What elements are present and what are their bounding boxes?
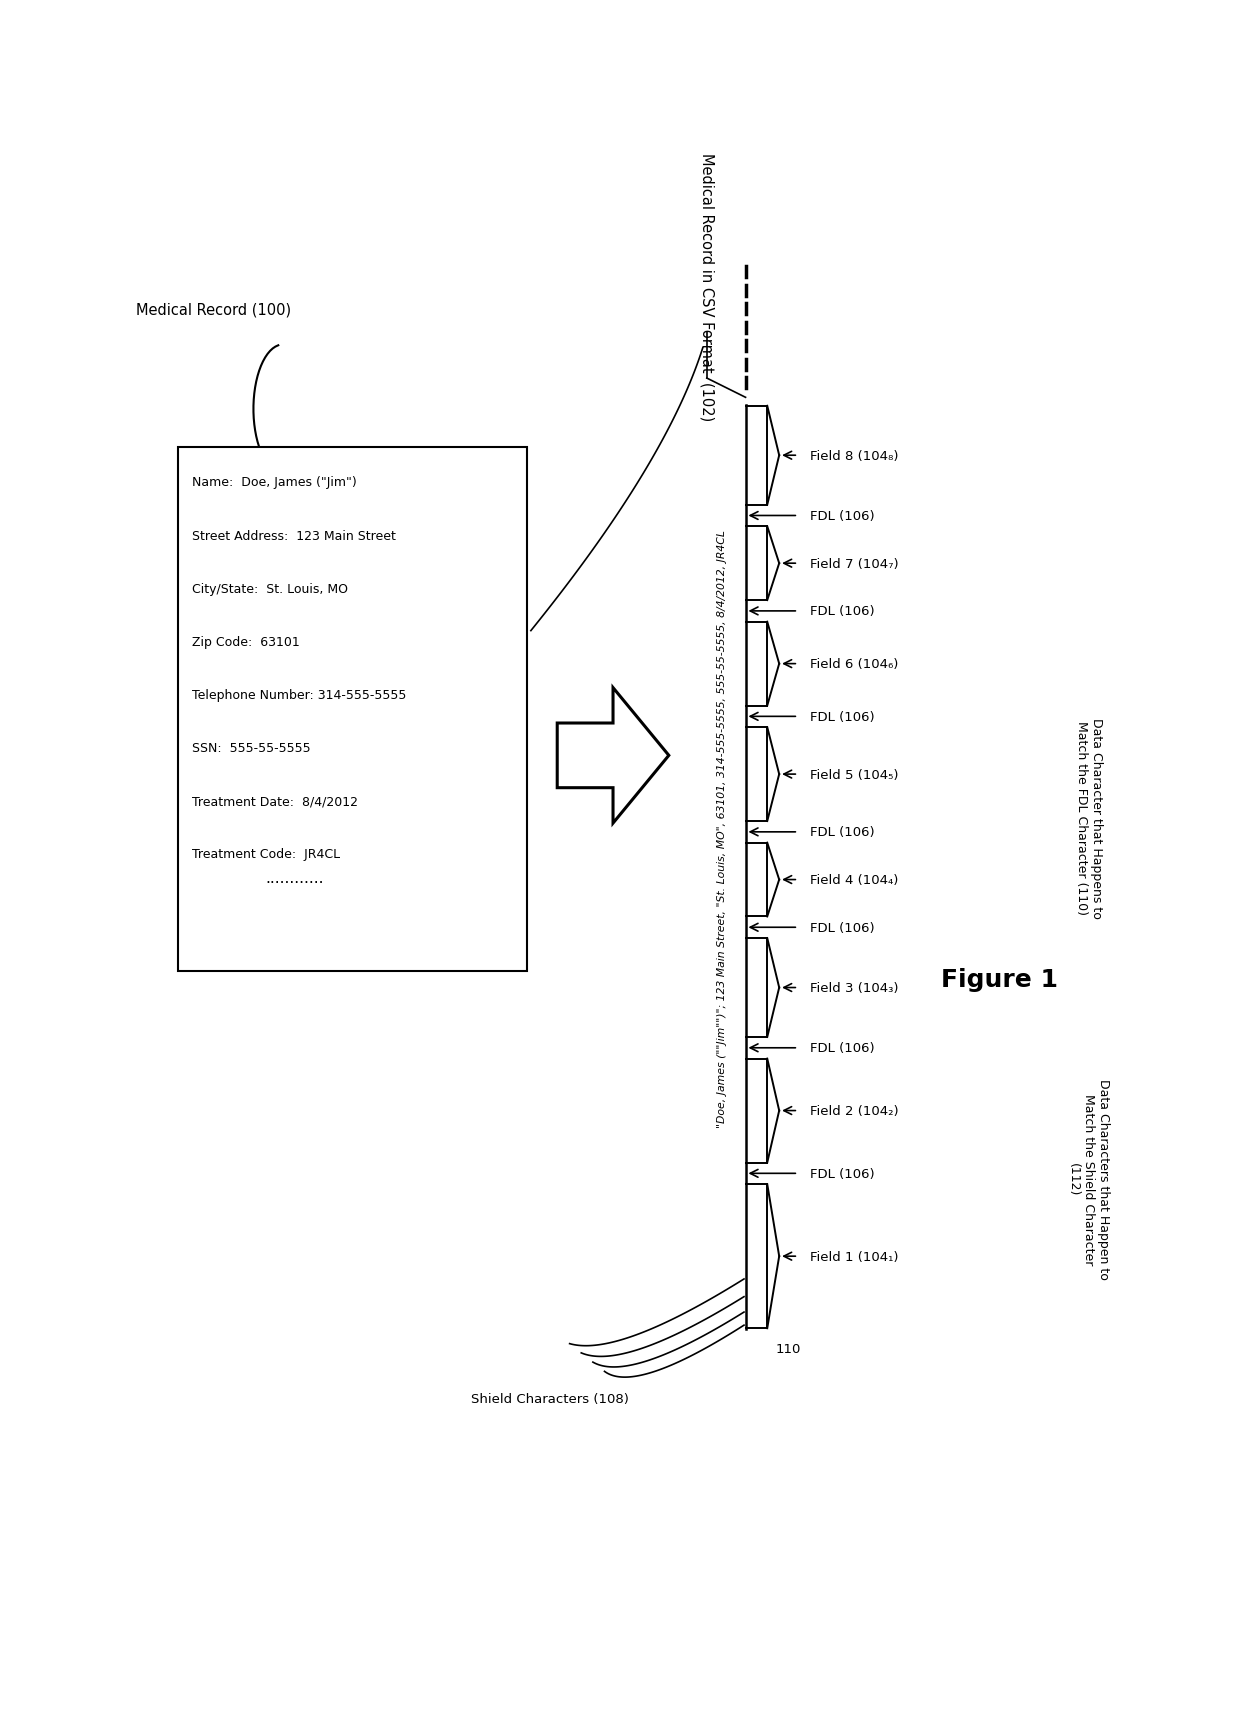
Text: SSN:  555-55-5555: SSN: 555-55-5555 [192,742,311,754]
Text: ............: ............ [265,871,324,884]
Text: FDL (106): FDL (106) [810,1167,874,1181]
Bar [179,447,527,972]
Text: Field 5 (104₅): Field 5 (104₅) [810,768,898,782]
Text: Field 6 (104₆): Field 6 (104₆) [810,658,898,670]
Text: Field 8 (104₈): Field 8 (104₈) [810,449,898,463]
Text: Data Character that Happens to
Match the FDL Character (110): Data Character that Happens to Match the… [1075,716,1102,919]
Text: FDL (106): FDL (106) [810,920,874,934]
Text: FDL (106): FDL (106) [810,605,874,619]
Text: FDL (106): FDL (106) [810,826,874,838]
Text: Field 1 (104₁): Field 1 (104₁) [810,1250,898,1263]
Text: FDL (106): FDL (106) [810,710,874,723]
Text: Field 4 (104₄): Field 4 (104₄) [810,874,898,886]
Text: Shield Characters (108): Shield Characters (108) [471,1392,629,1405]
Text: Field 3 (104₃): Field 3 (104₃) [810,982,898,994]
Text: Field 7 (104₇): Field 7 (104₇) [810,557,899,571]
Text: 110: 110 [775,1342,801,1356]
Text: Name:  Doe, James ("Jim"): Name: Doe, James ("Jim") [192,476,357,488]
Text: Treatment Date:  8/4/2012: Treatment Date: 8/4/2012 [192,795,358,807]
Text: Medical Record in CSV Format  (102): Medical Record in CSV Format (102) [699,153,714,420]
Text: Zip Code:  63101: Zip Code: 63101 [192,636,300,648]
Text: Field 2 (104₂): Field 2 (104₂) [810,1104,899,1118]
Text: Telephone Number: 314-555-5555: Telephone Number: 314-555-5555 [192,689,407,701]
Text: Treatment Code:  JR4CL: Treatment Code: JR4CL [192,848,340,860]
Text: Data Characters that Happen to
Match the Shield Character
(112): Data Characters that Happen to Match the… [1068,1078,1110,1280]
Text: FDL (106): FDL (106) [810,1042,874,1054]
Text: "Doe, James (""Jim"")"; 123 Main Street, "St. Louis, MO", 63101, 314-555-5555, 5: "Doe, James (""Jim"")"; 123 Main Street,… [717,530,728,1128]
Text: Figure 1: Figure 1 [941,967,1058,991]
Text: Medical Record (100): Medical Record (100) [135,302,290,317]
Text: City/State:  St. Louis, MO: City/State: St. Louis, MO [192,583,348,595]
Text: Street Address:  123 Main Street: Street Address: 123 Main Street [192,530,396,542]
Text: FDL (106): FDL (106) [810,509,874,523]
